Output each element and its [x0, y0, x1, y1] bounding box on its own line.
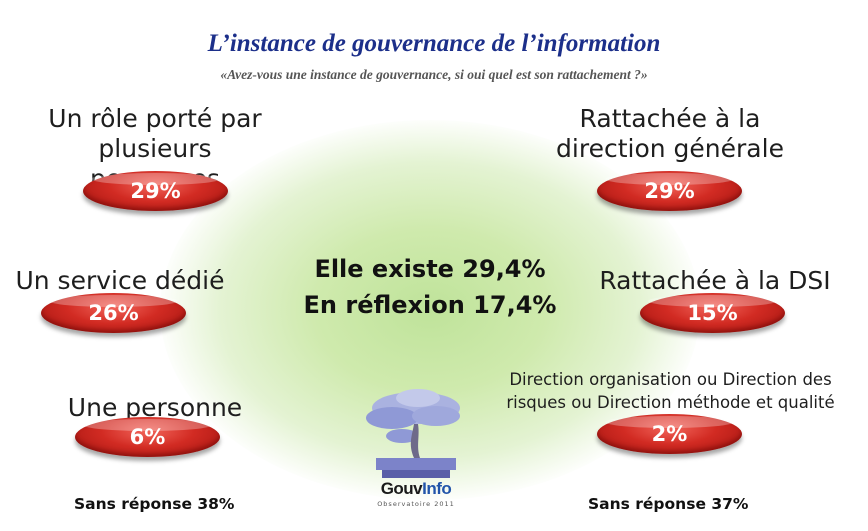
logo-wordmark-part1: Gouv [380, 479, 423, 498]
value-pill-right-1: 29% [597, 171, 742, 211]
value-pill-right-2: 15% [640, 293, 785, 333]
logo-wordmark-part2: Info [422, 479, 452, 498]
value-label-right-2: 15% [687, 301, 738, 325]
category-label-right-2: Rattachée à la DSI [599, 266, 831, 295]
value-label-left-3: 6% [129, 425, 166, 449]
category-label-right-3-line1: Direction organisation ou Direction des [509, 370, 832, 389]
category-label-right-1: Rattachée à la direction générale [545, 104, 795, 164]
logo-wordmark: GouvInfo [366, 479, 466, 499]
category-label-left-1-line1: Un rôle porté par [48, 104, 262, 133]
no-answer-left: Sans réponse 38% [74, 495, 235, 513]
value-pill-left-3: 6% [75, 417, 220, 457]
category-label-right-1-line2: direction générale [556, 134, 784, 163]
category-label-right-3-line2: risques ou Direction méthode et qualité [506, 393, 835, 413]
bonsai-logo-icon [366, 389, 460, 478]
center-line-existence: Elle existe 29,4% [314, 255, 546, 283]
value-label-left-1: 29% [130, 179, 181, 203]
no-answer-right: Sans réponse 37% [588, 495, 749, 513]
logo-tagline: Observatoire 2011 [377, 500, 455, 508]
category-label-right-1-line1: Rattachée à la [579, 104, 761, 133]
value-pill-right-3: 2% [597, 414, 742, 454]
value-pill-left-2: 26% [41, 293, 186, 333]
value-label-right-3: 2% [651, 422, 688, 446]
value-label-right-1: 29% [644, 179, 695, 203]
center-line-reflection: En réflexion 17,4% [303, 290, 557, 319]
page-subtitle: «Avez-vous une instance de gouvernance, … [220, 67, 648, 82]
value-label-left-2: 26% [88, 301, 139, 325]
category-label-right-3: Direction organisation ou Direction des … [488, 368, 853, 414]
value-pill-left-1: 29% [83, 171, 228, 211]
category-label-left-2: Un service dédié [15, 266, 225, 295]
page-title: L’instance de gouvernance de l’informati… [207, 30, 661, 57]
center-summary: Elle existe 29,4% En réflexion 17,4% [230, 252, 630, 323]
